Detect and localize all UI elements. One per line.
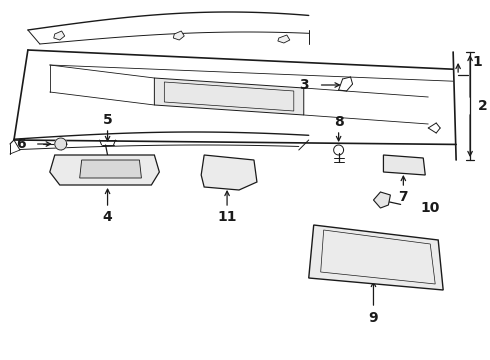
Polygon shape [373, 192, 391, 208]
Polygon shape [309, 225, 443, 290]
Polygon shape [278, 35, 290, 43]
Polygon shape [80, 160, 142, 178]
Text: 5: 5 [103, 113, 112, 127]
Polygon shape [173, 31, 184, 40]
Text: 1: 1 [472, 55, 482, 69]
Polygon shape [54, 31, 65, 40]
Text: 7: 7 [398, 190, 408, 204]
Text: 3: 3 [299, 78, 309, 92]
Text: 10: 10 [420, 201, 440, 215]
Polygon shape [384, 155, 425, 175]
Polygon shape [55, 138, 67, 150]
Text: 8: 8 [334, 115, 343, 129]
Text: 11: 11 [218, 210, 237, 224]
Polygon shape [50, 155, 159, 185]
Text: 2: 2 [478, 99, 488, 113]
Polygon shape [201, 155, 257, 190]
Text: 6: 6 [16, 137, 26, 151]
Text: 4: 4 [103, 210, 112, 224]
Text: 9: 9 [368, 311, 378, 325]
Polygon shape [154, 78, 304, 115]
